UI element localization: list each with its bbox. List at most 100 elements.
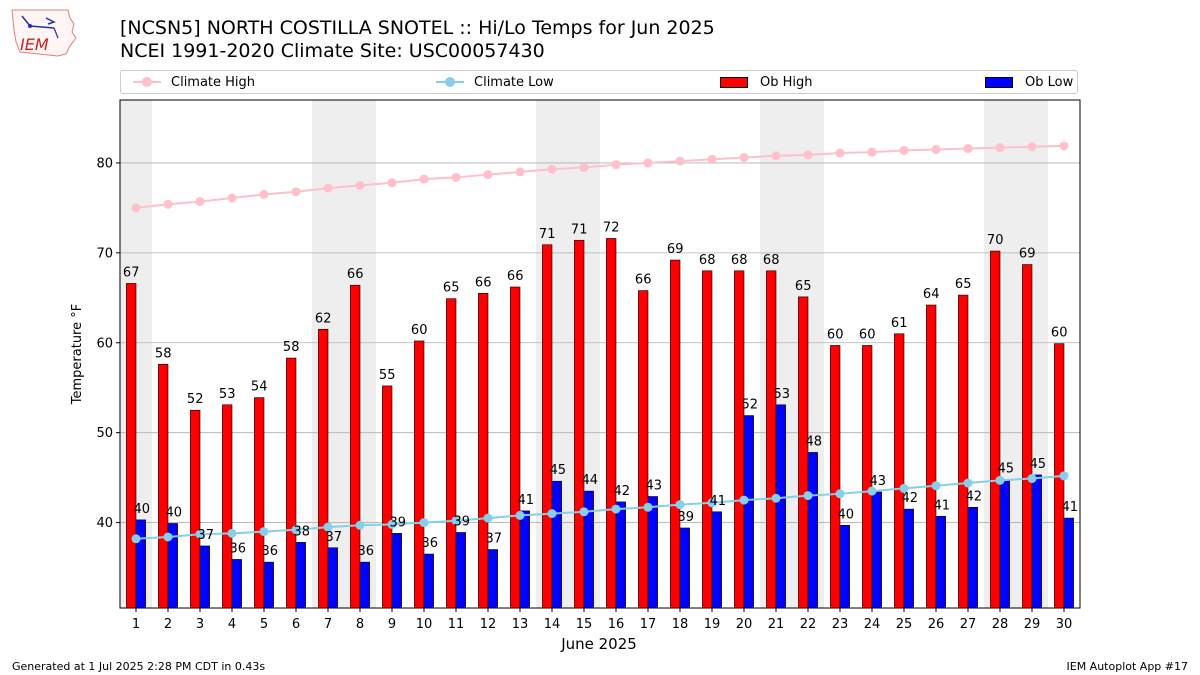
climate-high-point bbox=[259, 189, 269, 199]
ob-low-label: 41 bbox=[934, 498, 951, 513]
ob-low-bar bbox=[551, 480, 562, 609]
legend-item-climate-high: Climate High bbox=[133, 71, 255, 93]
ob-low-label: 36 bbox=[262, 544, 279, 559]
climate-high-point bbox=[803, 150, 813, 160]
y-tick-label: 70 bbox=[96, 246, 113, 261]
ob-high-bar bbox=[222, 404, 233, 609]
ob-low-bar bbox=[359, 561, 370, 609]
x-tick-label: 22 bbox=[800, 617, 817, 632]
ob-high-label: 60 bbox=[411, 323, 428, 338]
ob-low-bar bbox=[615, 501, 626, 609]
ob-low-bar bbox=[327, 547, 338, 609]
x-tick-label: 11 bbox=[448, 617, 465, 632]
ob-low-bar bbox=[135, 519, 146, 609]
ob-high-bar bbox=[510, 286, 521, 609]
x-tick-label: 3 bbox=[196, 617, 204, 632]
ob-high-label: 66 bbox=[475, 275, 492, 290]
ob-low-label: 37 bbox=[486, 532, 503, 547]
ob-high-label: 71 bbox=[571, 222, 588, 237]
ob-low-label: 48 bbox=[806, 434, 823, 449]
ob-low-label: 41 bbox=[1062, 500, 1079, 515]
ob-low-bar bbox=[967, 506, 978, 609]
ob-high-label: 52 bbox=[187, 392, 204, 407]
ob-low-bar bbox=[263, 561, 274, 609]
ob-low-label: 39 bbox=[454, 514, 471, 529]
climate-high-point bbox=[483, 170, 493, 180]
climate-low-point bbox=[1059, 471, 1069, 481]
x-tick-label: 21 bbox=[768, 617, 785, 632]
climate-low-point bbox=[643, 502, 653, 512]
logo-text: IEM bbox=[20, 35, 49, 54]
x-tick-label: 27 bbox=[960, 617, 977, 632]
x-tick-label: 25 bbox=[896, 617, 913, 632]
ob-high-bar bbox=[894, 333, 905, 609]
legend-item-climate-low: Climate Low bbox=[436, 71, 554, 93]
x-tick-label: 14 bbox=[544, 617, 561, 632]
x-tick-label: 19 bbox=[704, 617, 721, 632]
climate-low-point bbox=[163, 532, 173, 542]
ob-low-bar bbox=[231, 559, 242, 609]
chart-title-line1: [NCSN5] NORTH COSTILLA SNOTEL :: Hi/Lo T… bbox=[120, 17, 715, 39]
legend-climate-high-swatch bbox=[133, 77, 161, 87]
ob-high-label: 54 bbox=[251, 380, 268, 395]
legend-ob-high-swatch bbox=[720, 76, 748, 88]
legend-climate-low-label: Climate Low bbox=[474, 74, 554, 90]
climate-high-point bbox=[355, 180, 365, 190]
x-tick-label: 6 bbox=[292, 617, 300, 632]
climate-high-point bbox=[323, 183, 333, 193]
climate-high-point bbox=[1059, 141, 1069, 151]
ob-low-label: 45 bbox=[998, 461, 1015, 476]
climate-high-point bbox=[963, 144, 973, 154]
ob-high-bar bbox=[382, 385, 393, 609]
ob-high-label: 70 bbox=[987, 233, 1004, 248]
ob-low-bar bbox=[679, 527, 690, 609]
ob-low-label: 42 bbox=[902, 491, 919, 506]
x-tick-label: 16 bbox=[608, 617, 625, 632]
climate-low-point bbox=[387, 519, 397, 529]
ob-low-label: 37 bbox=[326, 530, 343, 545]
plot-frame bbox=[119, 99, 1081, 609]
y-tick-label: 60 bbox=[96, 336, 113, 351]
climate-high-line bbox=[135, 144, 1065, 209]
climate-low-point bbox=[451, 516, 461, 526]
ob-high-label: 64 bbox=[923, 287, 940, 302]
x-axis-label: June 2025 bbox=[560, 635, 637, 653]
climate-low-point bbox=[227, 528, 237, 538]
x-tick-label: 13 bbox=[512, 617, 529, 632]
climate-high-point bbox=[835, 148, 845, 158]
legend-climate-high-label: Climate High bbox=[171, 74, 256, 90]
ob-high-bar bbox=[798, 296, 809, 609]
climate-low-point bbox=[515, 510, 525, 520]
x-tick-label: 28 bbox=[992, 617, 1009, 632]
climate-low-point bbox=[259, 527, 269, 537]
ob-low-label: 36 bbox=[422, 536, 439, 551]
ob-high-bar bbox=[254, 397, 265, 609]
ob-low-bar bbox=[1031, 474, 1042, 609]
climate-high-point bbox=[707, 154, 717, 164]
ob-high-bar bbox=[350, 284, 361, 609]
y-tick-label: 40 bbox=[96, 516, 113, 531]
ob-low-label: 36 bbox=[358, 544, 375, 559]
climate-high-point bbox=[579, 162, 589, 172]
ob-low-label: 41 bbox=[518, 493, 535, 508]
ob-low-bar bbox=[487, 549, 498, 609]
ob-low-label: 52 bbox=[742, 398, 759, 413]
ob-low-label: 39 bbox=[390, 515, 407, 530]
climate-low-point bbox=[739, 495, 749, 505]
legend-ob-low-swatch bbox=[985, 76, 1013, 88]
climate-high-point bbox=[163, 199, 173, 209]
ob-low-bar bbox=[999, 479, 1010, 609]
iem-logo: IEM bbox=[11, 9, 77, 57]
x-tick-label: 12 bbox=[480, 617, 497, 632]
ob-high-bar bbox=[670, 259, 681, 609]
ob-low-bar bbox=[935, 515, 946, 609]
ob-high-bar bbox=[126, 283, 137, 609]
footer-generated: Generated at 1 Jul 2025 2:28 PM CDT in 0… bbox=[12, 660, 266, 673]
x-tick-label: 8 bbox=[356, 617, 364, 632]
climate-low-point bbox=[931, 481, 941, 491]
climate-high-point bbox=[611, 160, 621, 170]
x-tick-label: 29 bbox=[1024, 617, 1041, 632]
ob-low-bar bbox=[839, 524, 850, 609]
x-tick-label: 26 bbox=[928, 617, 945, 632]
climate-high-point bbox=[451, 172, 461, 182]
